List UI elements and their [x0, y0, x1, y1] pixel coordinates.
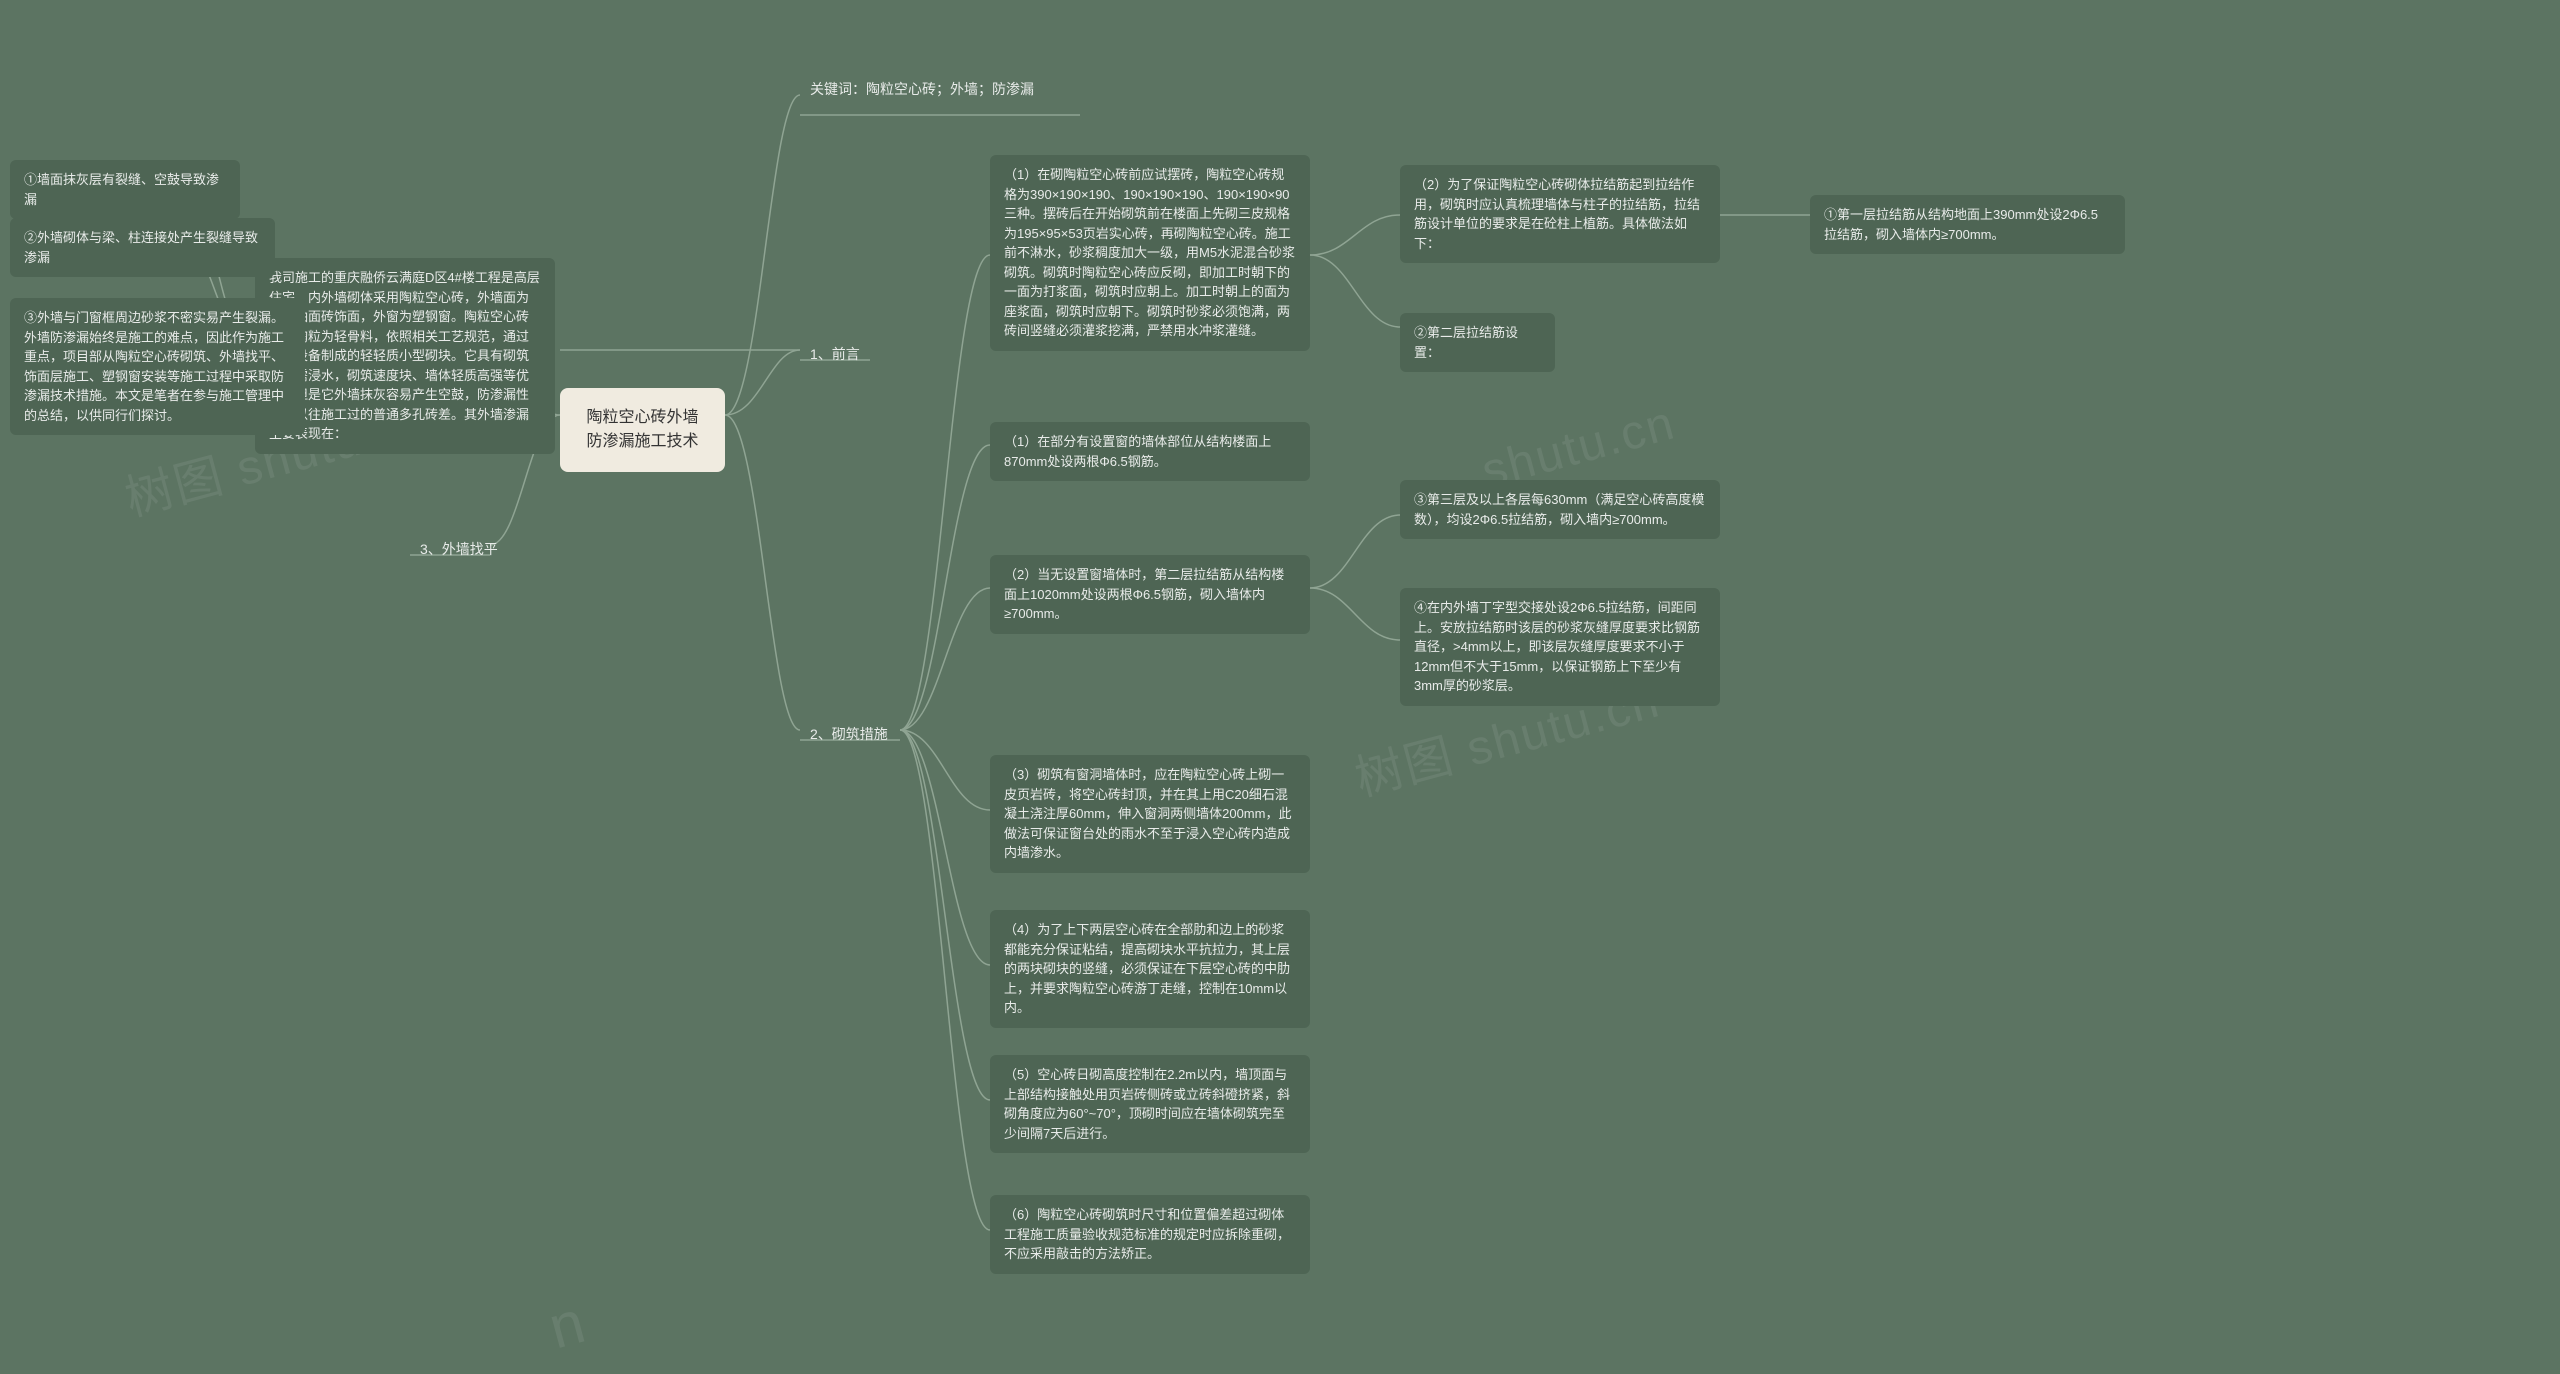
b2-item2a[interactable]: （1）在部分有设置窗的墙体部位从结构楼面上870mm处设两根Φ6.5钢筋。	[990, 422, 1310, 481]
b2-item5[interactable]: （5）空心砖日砌高度控制在2.2m以内，墙顶面与上部结构接触处用页岩砖侧砖或立砖…	[990, 1055, 1310, 1153]
b2-item6[interactable]: （6）陶粒空心砖砌筑时尺寸和位置偏差超过砌体工程施工质量验收规范标准的规定时应拆…	[990, 1195, 1310, 1274]
b2-item1-sub1[interactable]: （2）为了保证陶粒空心砖砌体拉结筋起到拉结作用，砌筑时应认真梳理墙体与柱子的拉结…	[1400, 165, 1720, 263]
b1-point3[interactable]: ③外墙与门窗框周边砂浆不密实易产生裂漏。外墙防渗漏始终是施工的难点，因此作为施工…	[10, 298, 305, 435]
b2-item1[interactable]: （1）在砌陶粒空心砖前应试摆砖，陶粒空心砖规格为390×190×190、190×…	[990, 155, 1310, 351]
b2-item2b-sub1[interactable]: ③第三层及以上各层每630mm（满足空心砖高度模数），均设2Φ6.5拉结筋，砌入…	[1400, 480, 1720, 539]
b2-item2b-sub2[interactable]: ④在内外墙丁字型交接处设2Φ6.5拉结筋，间距同上。安放拉结筋时该层的砂浆灰缝厚…	[1400, 588, 1720, 706]
branch-2[interactable]: 2、砌筑措施	[800, 718, 898, 751]
b2-item4[interactable]: （4）为了上下两层空心砖在全部肋和边上的砂浆都能充分保证粘结，提高砌块水平抗拉力…	[990, 910, 1310, 1028]
b2-item1-sub1-sub[interactable]: ①第一层拉结筋从结构地面上390mm处设2Φ6.5拉结筋，砌入墙体内≥700mm…	[1810, 195, 2125, 254]
b2-item2b[interactable]: （2）当无设置窗墙体时，第二层拉结筋从结构楼面上1020mm处设两根Φ6.5钢筋…	[990, 555, 1310, 634]
keyword-node[interactable]: 关键词：陶粒空心砖；外墙；防渗漏	[800, 73, 1090, 106]
b2-item3[interactable]: （3）砌筑有窗洞墙体时，应在陶粒空心砖上砌一皮页岩砖，将空心砖封顶，并在其上用C…	[990, 755, 1310, 873]
branch-3[interactable]: 3、外墙找平	[410, 533, 508, 566]
b1-point1[interactable]: ①墙面抹灰层有裂缝、空鼓导致渗漏	[10, 160, 240, 219]
b2-item1-sub2[interactable]: ②第二层拉结筋设置：	[1400, 313, 1555, 372]
b1-point2[interactable]: ②外墙砌体与梁、柱连接处产生裂缝导致渗漏	[10, 218, 275, 277]
watermark: n	[542, 1287, 594, 1363]
branch-1[interactable]: 1、前言	[800, 338, 870, 371]
root-node[interactable]: 陶粒空心砖外墙防渗漏施工技术	[560, 388, 725, 472]
